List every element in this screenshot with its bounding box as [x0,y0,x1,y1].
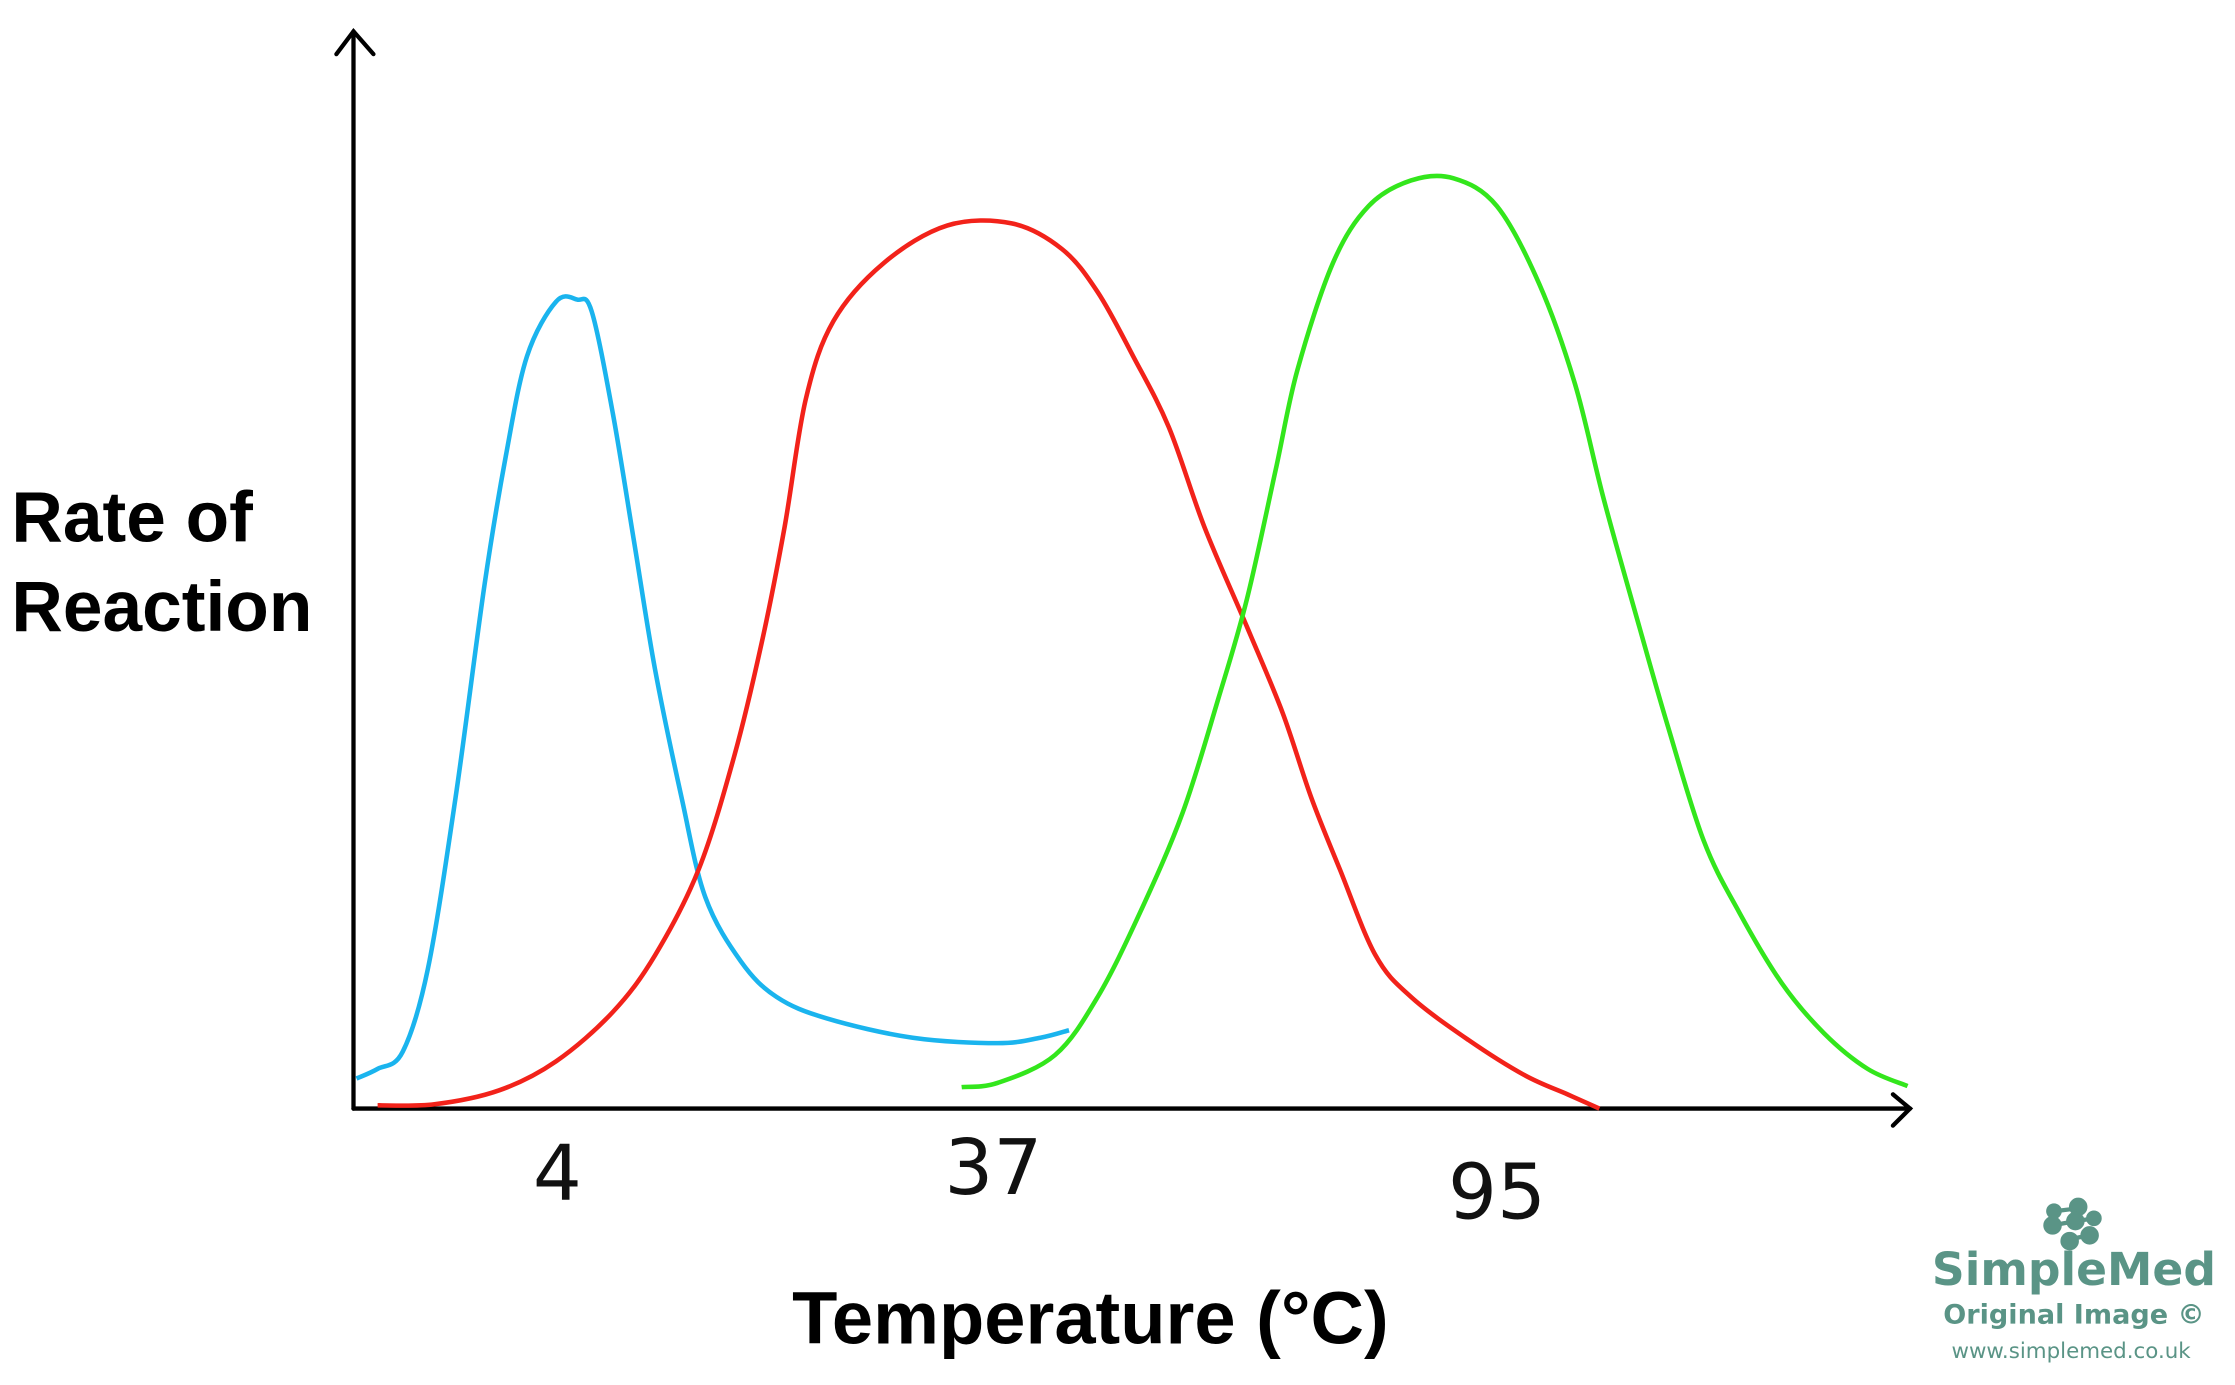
y-axis-label-line2: Reaction [11,567,312,647]
x-axis-label: Temperature (°C) [792,1277,1389,1360]
y-axis-label-line1: Rate of [11,477,253,557]
series-line-3 [961,173,1909,1090]
molecule-icon [2043,1197,2102,1251]
x-tick-label: 95 [1448,1148,1546,1237]
series-line-1 [355,294,1070,1081]
x-axis-arrow-icon [1890,1092,1914,1128]
logo-name: SimpleMed [1932,1243,2216,1296]
series-line-2 [377,218,1601,1111]
simplemed-logo: SimpleMed Original Image © www.simplemed… [1932,1197,2216,1364]
logo-url: www.simplemed.co.uk [1951,1339,2191,1364]
logo-subtitle: Original Image © [1943,1300,2204,1331]
x-tick-label: 37 [944,1124,1042,1213]
y-axis-arrow-icon [334,27,376,57]
axes [334,27,1914,1128]
x-tick-label: 4 [533,1130,582,1219]
